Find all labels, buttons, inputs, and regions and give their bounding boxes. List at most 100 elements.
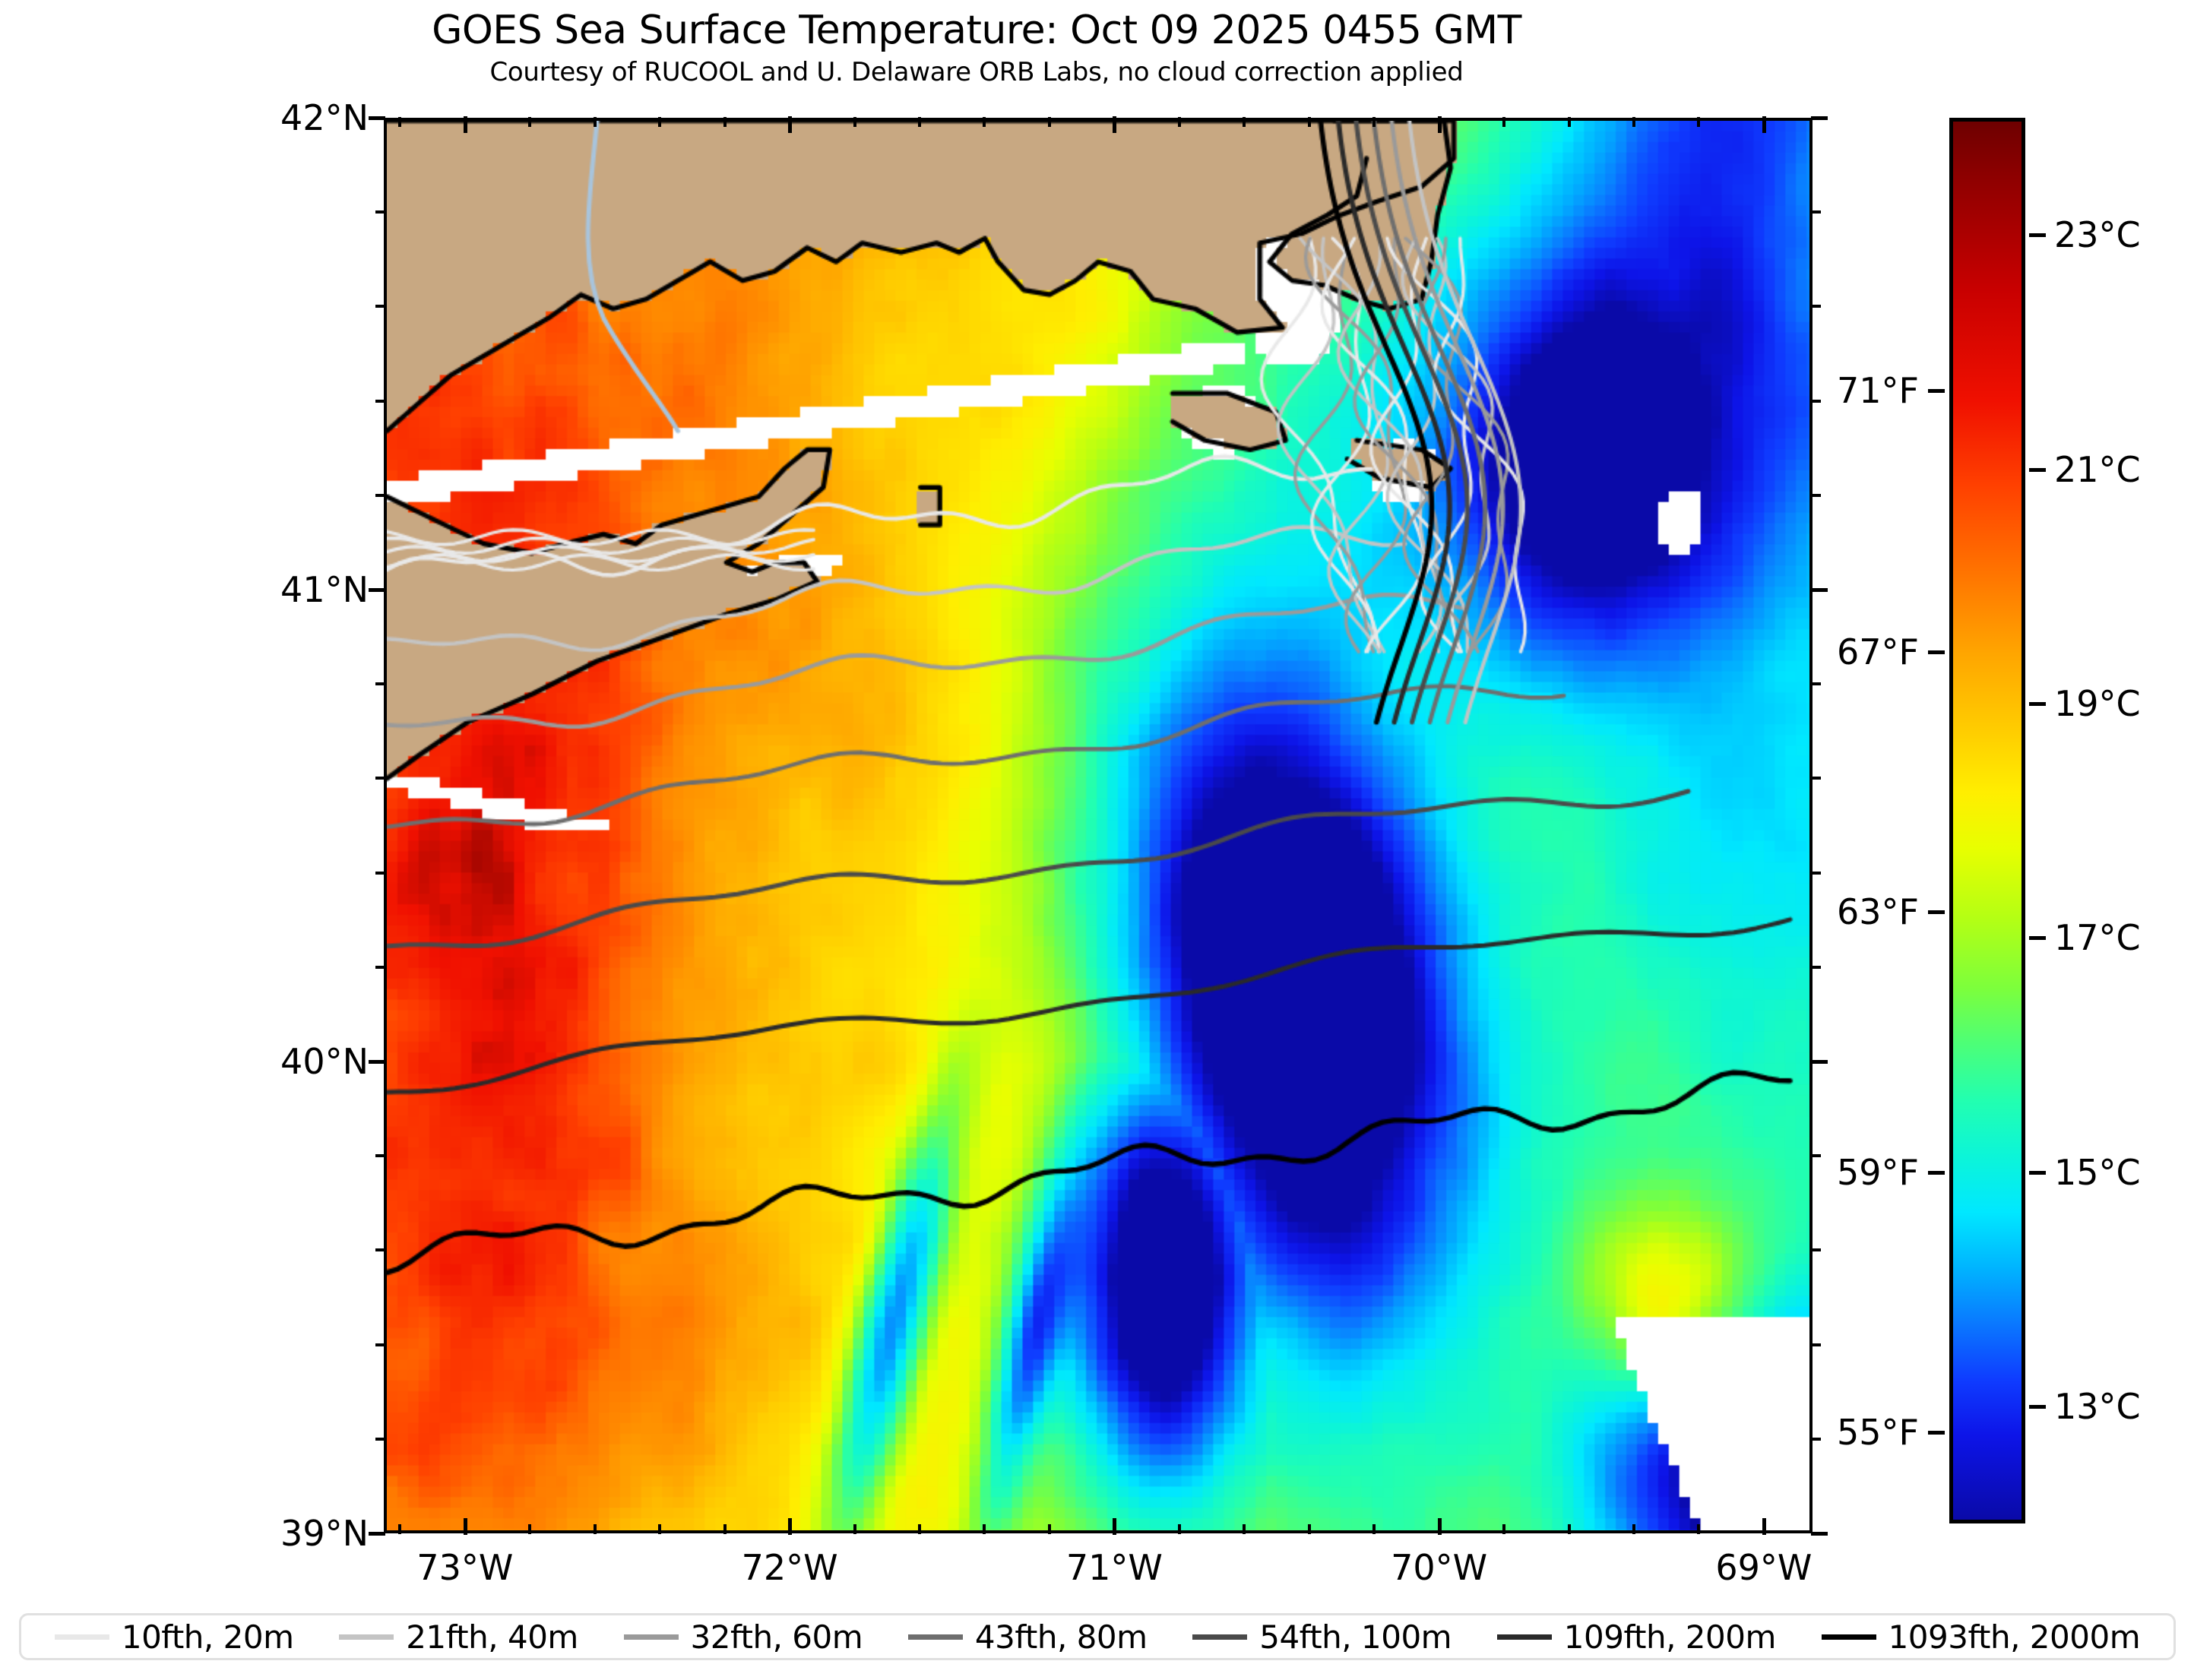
colorbar-tick-celsius <box>2029 467 2046 472</box>
legend-item: 109fth, 200m <box>1496 1618 1777 1656</box>
y-tick-minor <box>375 1343 385 1346</box>
legend-line-swatch <box>54 1634 109 1640</box>
y-tick-major <box>1811 1532 1828 1536</box>
y-tick-minor <box>1811 1343 1821 1346</box>
x-tick-major <box>1437 1518 1442 1535</box>
x-tick-major <box>788 1518 793 1535</box>
x-tick-minor <box>1243 117 1246 127</box>
colorbar-tick-fahrenheit <box>1928 1170 1945 1175</box>
y-tick-minor <box>375 1248 385 1252</box>
x-tick-minor <box>1502 1524 1506 1534</box>
colorbar-label-fahrenheit-4: 55°F <box>1837 1411 1919 1453</box>
legend-item-label: 43fth, 80m <box>974 1618 1148 1656</box>
page-title: GOES Sea Surface Temperature: Oct 09 202… <box>432 8 1521 53</box>
y-axis-label-0: 42°N <box>280 97 369 138</box>
legend-item-label: 1093fth, 2000m <box>1888 1618 2141 1656</box>
y-tick-major <box>1811 588 1828 592</box>
x-tick-minor <box>1697 117 1701 127</box>
legend-item: 10fth, 20m <box>54 1618 294 1656</box>
y-axis-label-3: 39°N <box>280 1513 369 1554</box>
x-tick-minor <box>1047 117 1051 127</box>
y-tick-minor <box>375 399 385 403</box>
x-axis-label-2: 71°W <box>1065 1547 1163 1588</box>
x-tick-minor <box>1372 117 1376 127</box>
colorbar-tick-celsius <box>2029 701 2046 706</box>
page-subtitle: Courtesy of RUCOOL and U. Delaware ORB L… <box>489 57 1464 87</box>
x-tick-major <box>463 1518 467 1535</box>
y-tick-minor <box>375 777 385 780</box>
y-tick-major <box>1811 1060 1828 1064</box>
y-tick-minor <box>375 305 385 308</box>
x-tick-minor <box>853 117 856 127</box>
legend-item-label: 10fth, 20m <box>121 1618 294 1656</box>
y-tick-major <box>369 1060 385 1064</box>
x-tick-minor <box>593 117 597 127</box>
legend-item-label: 32fth, 60m <box>690 1618 863 1656</box>
y-axis-label-1: 41°N <box>280 569 369 610</box>
legend-item-label: 54fth, 100m <box>1259 1618 1452 1656</box>
x-tick-minor <box>658 117 662 127</box>
legend-line-swatch <box>907 1634 963 1640</box>
colorbar-label-celsius-0: 23°C <box>2054 214 2141 256</box>
colorbar[interactable] <box>1949 118 2025 1523</box>
y-tick-minor <box>1811 305 1821 308</box>
x-tick-minor <box>1697 1524 1701 1534</box>
x-tick-minor <box>1307 117 1311 127</box>
y-tick-minor <box>1811 777 1821 780</box>
y-tick-minor <box>1811 682 1821 686</box>
x-tick-minor <box>853 1524 856 1534</box>
x-tick-major <box>788 116 793 133</box>
y-axis-label-2: 40°N <box>280 1041 369 1082</box>
x-axis-label-1: 72°W <box>741 1547 838 1588</box>
x-tick-minor <box>918 117 921 127</box>
x-tick-minor <box>528 117 532 127</box>
y-tick-minor <box>1811 1437 1821 1441</box>
y-tick-minor <box>1811 493 1821 497</box>
x-tick-minor <box>1307 1524 1311 1534</box>
sst-map-plot[interactable] <box>384 118 1813 1533</box>
x-tick-major <box>463 116 467 133</box>
bathymetry-legend: 10fth, 20m 21fth, 40m 32fth, 60m 43fth, 80m… <box>19 1613 2176 1660</box>
x-tick-minor <box>1372 1524 1376 1534</box>
x-tick-minor <box>528 1524 532 1534</box>
y-tick-major <box>369 1532 385 1536</box>
legend-item: 43fth, 80m <box>907 1618 1148 1656</box>
y-tick-minor <box>1811 871 1821 875</box>
y-tick-minor <box>1811 1154 1821 1158</box>
y-tick-minor <box>375 493 385 497</box>
x-tick-minor <box>1632 1524 1635 1534</box>
y-tick-major <box>369 588 385 592</box>
x-axis-label-3: 70°W <box>1391 1547 1488 1588</box>
colorbar-tick-fahrenheit <box>1928 1430 1945 1435</box>
colorbar-label-fahrenheit-0: 71°F <box>1837 370 1919 412</box>
colorbar-tick-celsius <box>2029 936 2046 941</box>
legend-item: 21fth, 40m <box>339 1618 578 1656</box>
colorbar-label-fahrenheit-1: 67°F <box>1837 631 1919 672</box>
x-tick-minor <box>1567 1524 1571 1534</box>
legend-item: 32fth, 60m <box>623 1618 863 1656</box>
y-tick-minor <box>375 682 385 686</box>
colorbar-tick-celsius <box>2029 233 2046 238</box>
x-tick-major <box>1762 116 1766 133</box>
legend-line-swatch <box>1192 1634 1248 1640</box>
x-tick-minor <box>593 1524 597 1534</box>
x-tick-major <box>1437 116 1442 133</box>
x-tick-major <box>1113 116 1117 133</box>
legend-item-label: 109fth, 200m <box>1563 1618 1777 1656</box>
y-tick-minor <box>1811 399 1821 403</box>
x-tick-minor <box>723 1524 727 1534</box>
colorbar-tick-celsius <box>2029 1170 2046 1175</box>
y-tick-minor <box>375 210 385 214</box>
y-tick-minor <box>1811 210 1821 214</box>
colorbar-label-celsius-1: 21°C <box>2054 448 2141 490</box>
x-tick-minor <box>398 117 402 127</box>
legend-line-swatch <box>1821 1634 1876 1640</box>
legend-item-label: 21fth, 40m <box>406 1618 578 1656</box>
colorbar-tick-fahrenheit <box>1928 389 1945 394</box>
y-tick-minor <box>375 1437 385 1441</box>
x-tick-minor <box>1243 1524 1246 1534</box>
coastline-bathymetry-layer <box>387 121 1809 1530</box>
colorbar-tick-celsius <box>2029 1404 2046 1409</box>
colorbar-tick-fahrenheit <box>1928 650 1945 654</box>
x-tick-minor <box>1567 117 1571 127</box>
